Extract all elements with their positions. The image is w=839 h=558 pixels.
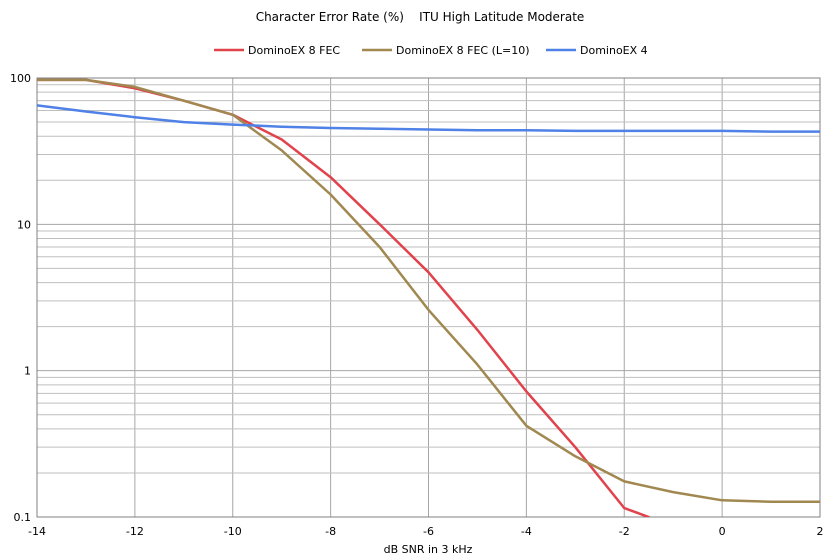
x-axis-ticks: -14 -12 -10 -8 -6 -4 -2 0 2 (28, 525, 823, 538)
legend-label-1: DominoEX 8 FEC (248, 44, 340, 57)
x-tick-label: 0 (719, 525, 726, 538)
series-line-1 (37, 78, 650, 517)
x-tick-label: -8 (325, 525, 336, 538)
legend-label-2: DominoEX 8 FEC (L=10) (396, 44, 530, 57)
y-tick-label: 100 (10, 72, 31, 85)
y-tick-label: 10 (17, 218, 31, 231)
plot-frame (36, 77, 821, 518)
grid (36, 78, 821, 518)
x-tick-label: -6 (423, 525, 434, 538)
legend-label-3: DominoEX 4 (580, 44, 648, 57)
legend: DominoEX 8 FEC DominoEX 8 FEC (L=10) Domin… (214, 44, 648, 57)
x-tick-label: -2 (619, 525, 630, 538)
x-tick-label: -10 (224, 525, 242, 538)
x-tick-label: -4 (521, 525, 532, 538)
x-tick-label: -14 (28, 525, 46, 538)
series-layer (37, 78, 820, 517)
series-line-2 (37, 78, 820, 504)
x-tick-label: 2 (817, 525, 824, 538)
y-tick-label: 1 (24, 365, 31, 378)
chart-title: Character Error Rate (%) ITU High Latitu… (256, 10, 585, 24)
y-tick-label: 0.1 (14, 511, 32, 524)
series-line-3 (37, 104, 820, 133)
y-axis-ticks: 0.1 1 10 100 (10, 72, 31, 524)
x-tick-label: -12 (126, 525, 144, 538)
x-axis-label: dB SNR in 3 kHz (384, 543, 473, 556)
